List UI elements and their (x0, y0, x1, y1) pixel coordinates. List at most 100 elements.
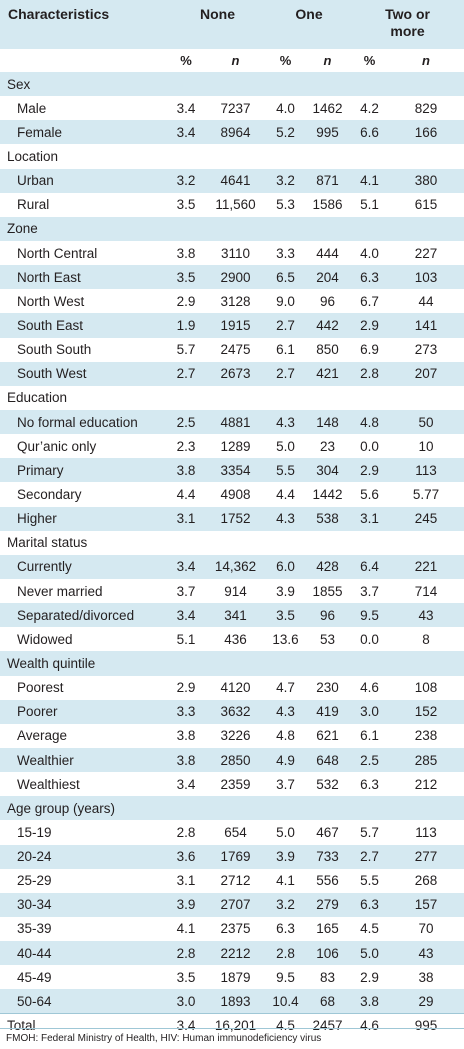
table-cell: 3.2 (267, 168, 304, 193)
table-cell: 3.7 (351, 578, 389, 604)
table-cell: 6.3 (351, 772, 389, 797)
table-cell: 8964 (204, 120, 267, 145)
table-cell: 4.1 (267, 868, 304, 893)
table-cell: 3.4 (168, 96, 204, 121)
table-cell: 2475 (204, 337, 267, 362)
table-cell: 2.8 (351, 361, 389, 386)
table-row: Poorer 3.3 3632 4.3 419 3.0 152 (0, 699, 464, 724)
table-cell: 1462 (304, 96, 352, 121)
table-row: South South 5.7 2475 6.1 850 6.9 273 (0, 337, 464, 362)
table-cell: 3110 (204, 240, 267, 266)
table-section-row: Marital status (0, 530, 464, 555)
footer-divider (0, 1028, 464, 1029)
table-cell (267, 796, 304, 821)
table-cell: 53 (304, 627, 352, 652)
table-cell: 4.3 (267, 409, 304, 435)
table-cell: 4.8 (351, 409, 389, 435)
header-group-one: One (267, 0, 352, 49)
table-cell: 9.5 (351, 603, 389, 628)
table-cell: 3354 (204, 458, 267, 483)
row-label: Female (0, 120, 168, 145)
table-cell: 1893 (204, 989, 267, 1014)
header-n-none: n (204, 49, 267, 72)
table-cell: 3.5 (168, 192, 204, 217)
table-cell: 4.3 (267, 506, 304, 531)
header-row-units: % n % n % n (0, 49, 464, 72)
table-row: Urban 3.2 4641 3.2 871 4.1 380 (0, 168, 464, 193)
table-cell: 2673 (204, 361, 267, 386)
table-cell: 3.0 (351, 699, 389, 724)
table-cell: 245 (388, 506, 464, 531)
table-cell: 428 (304, 554, 352, 579)
table-cell: 4.0 (267, 96, 304, 121)
row-label: Rural (0, 192, 168, 217)
table-cell: 29 (388, 989, 464, 1014)
table-cell (267, 530, 304, 555)
table-cell (204, 651, 267, 676)
table-cell (388, 651, 464, 676)
table-cell (388, 144, 464, 169)
table-cell: 621 (304, 723, 352, 748)
table-row: 15-19 2.8 654 5.0 467 5.7 113 (0, 820, 464, 845)
table-cell (204, 385, 267, 410)
table-cell: 380 (388, 168, 464, 193)
table-cell: 0.0 (351, 627, 389, 652)
table-cell: 4.4 (267, 482, 304, 507)
table-cell: 6.1 (351, 723, 389, 748)
row-label: 30-34 (0, 892, 168, 917)
table-cell (351, 530, 389, 555)
table-row: Primary 3.8 3354 5.5 304 2.9 113 (0, 458, 464, 483)
table-cell: 4.4 (168, 482, 204, 507)
table-cell: 3.5 (267, 603, 304, 628)
table-row: Female 3.4 8964 5.2 995 6.6 166 (0, 120, 464, 145)
table-row: Currently 3.4 14,362 6.0 428 6.4 221 (0, 554, 464, 579)
table-cell: 556 (304, 868, 352, 893)
table-cell: 5.7 (351, 820, 389, 845)
table-cell: 9.5 (267, 965, 304, 990)
table-cell: 1855 (304, 578, 352, 604)
table-cell: 2.9 (168, 289, 204, 314)
table-cell: 3.4 (168, 603, 204, 628)
table-cell: 615 (388, 192, 464, 217)
table-cell: 6.5 (267, 265, 304, 290)
table-cell: 5.5 (351, 868, 389, 893)
table-cell: 0.0 (351, 434, 389, 459)
table-footnote: FMOH: Federal Ministry of Health, HIV: H… (6, 1033, 322, 1044)
row-label: 20-24 (0, 844, 168, 869)
row-label: 25-29 (0, 868, 168, 893)
table-cell (388, 796, 464, 821)
section-label: Location (0, 144, 168, 169)
table-cell (267, 144, 304, 169)
table-cell: 2707 (204, 892, 267, 917)
table-cell: 2.8 (168, 820, 204, 845)
table-cell: 4641 (204, 168, 267, 193)
header-characteristics: Characteristics (0, 0, 168, 49)
table-cell: 5.1 (351, 192, 389, 217)
table-cell: 3.5 (168, 965, 204, 990)
table-row: Wealthier 3.8 2850 4.9 648 2.5 285 (0, 747, 464, 773)
header-group-two-line2: more (390, 23, 425, 39)
table-cell: 3.4 (168, 554, 204, 579)
table-row: North East 3.5 2900 6.5 204 6.3 103 (0, 265, 464, 290)
table-cell: 2375 (204, 916, 267, 942)
table-cell: 3.3 (168, 699, 204, 724)
table-cell: 654 (204, 820, 267, 845)
table-cell: 4.0 (351, 240, 389, 266)
table-cell: 277 (388, 844, 464, 869)
row-label: Higher (0, 506, 168, 531)
table-cell (304, 216, 352, 241)
table-cell: 1.9 (168, 313, 204, 338)
table-cell: 5.6 (351, 482, 389, 507)
table-cell: 3226 (204, 723, 267, 748)
table-cell (351, 651, 389, 676)
table-cell: 8 (388, 627, 464, 652)
table-cell: 419 (304, 699, 352, 724)
table-cell: 4.1 (168, 916, 204, 942)
header-n-one: n (304, 49, 352, 72)
section-label: Age group (years) (0, 796, 168, 821)
table-row: Poorest 2.9 4120 4.7 230 4.6 108 (0, 675, 464, 700)
table-cell: 212 (388, 772, 464, 797)
row-label: Wealthier (0, 747, 168, 773)
table-cell: 13.6 (267, 627, 304, 652)
table-cell: 4.6 (351, 1012, 389, 1038)
